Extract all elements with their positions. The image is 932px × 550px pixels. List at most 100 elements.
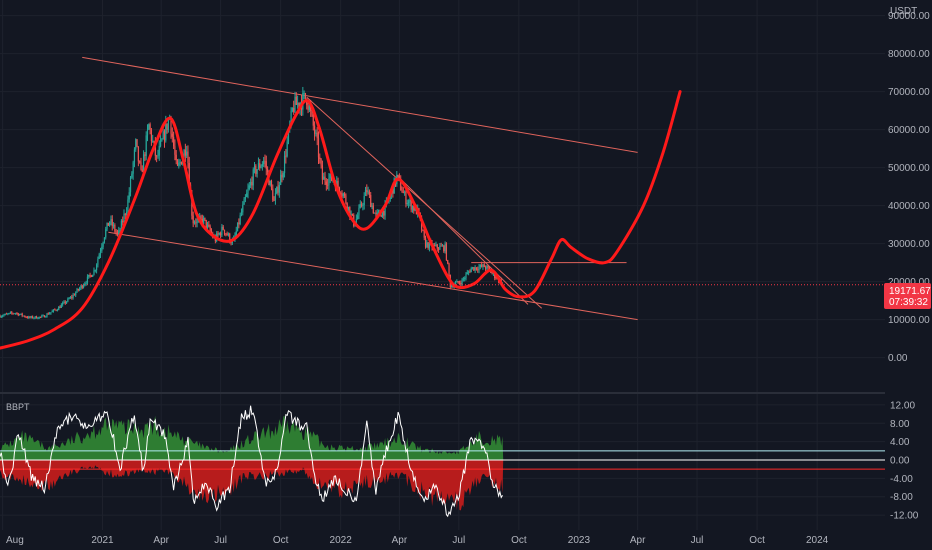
candle-body: [153, 140, 155, 143]
candle-body: [283, 155, 286, 174]
candle-body: [94, 270, 96, 271]
candle-body: [263, 160, 265, 165]
time-tick-label: 2024: [806, 535, 829, 546]
candle-body: [115, 231, 117, 233]
candle-body: [410, 199, 412, 210]
candle-body: [295, 96, 297, 105]
candle-body: [461, 279, 463, 285]
candle-body: [86, 276, 89, 283]
candle-body: [380, 215, 382, 217]
candle-body: [342, 193, 344, 196]
candle-body: [135, 139, 137, 150]
candle-body: [439, 245, 441, 250]
candle-body: [37, 318, 39, 320]
candle-body: [110, 219, 112, 222]
candle-body: [235, 231, 237, 236]
last-price-value: 19171.67: [889, 286, 931, 297]
candle-body: [456, 281, 458, 283]
candle-body: [308, 106, 310, 110]
candle-body: [9, 312, 12, 314]
candle-body: [304, 92, 307, 99]
trendline: [82, 56, 638, 153]
candle-body: [434, 245, 436, 246]
price-tick-label: 80000.00: [888, 49, 930, 60]
price-pane[interactable]: [0, 56, 885, 350]
candle-body: [460, 283, 462, 285]
indicator-title[interactable]: BBPT: [6, 402, 30, 412]
indicator-pane[interactable]: BBPT: [0, 402, 885, 518]
candle-body: [409, 199, 411, 202]
candle-body: [107, 222, 109, 226]
candle-body: [246, 193, 248, 197]
candle-body: [251, 181, 253, 186]
candle-body: [347, 206, 350, 211]
candle-body: [349, 206, 351, 217]
candle-body: [478, 266, 480, 271]
candle-body: [290, 110, 292, 124]
candle-body: [81, 285, 83, 288]
candle-body: [323, 176, 325, 180]
candle-body: [293, 108, 295, 112]
candle-body: [229, 233, 231, 242]
indicator-tick-label: 0.00: [890, 456, 910, 467]
candle-body: [427, 242, 429, 249]
currency-label: USDT: [890, 6, 917, 17]
candle-body: [175, 154, 177, 161]
candle-body: [195, 222, 197, 224]
price-tick-label: 90000.00: [888, 11, 930, 22]
candle-body: [139, 161, 141, 163]
candle-body: [444, 243, 446, 252]
candle-body: [184, 149, 186, 156]
candle-body: [397, 174, 399, 176]
candle-body: [422, 229, 424, 231]
candle-body: [270, 180, 273, 189]
candle-body: [471, 267, 474, 269]
candle-body: [24, 315, 26, 317]
candle-body: [105, 229, 107, 238]
candle-body: [17, 313, 19, 316]
candle-body: [145, 135, 147, 156]
candle-body: [435, 244, 437, 246]
candle-body: [377, 211, 380, 213]
indicator-tick-label: 12.00: [890, 400, 915, 411]
candle-body: [236, 222, 239, 232]
candle-body: [92, 274, 94, 277]
candle-body: [120, 220, 122, 231]
candle-body: [445, 243, 448, 261]
time-axis[interactable]: Aug 2021 Apr Jul Oct 2022 Apr Jul Oct 2023 Apr Jul O…: [6, 535, 829, 546]
candle-body: [42, 315, 44, 317]
candle-body: [411, 205, 414, 210]
candle-body: [49, 313, 51, 315]
candle-body: [165, 123, 167, 141]
candle-body: [491, 273, 493, 274]
indicator-axis[interactable]: 12.00 8.00 4.00 0.00 -4.00 -8.00 -12.00: [890, 400, 919, 521]
candle-body: [264, 160, 266, 162]
candle-body: [252, 169, 254, 186]
candle-body: [209, 226, 211, 232]
candle-body: [178, 163, 180, 166]
candle-body: [3, 314, 5, 316]
candle-body: [171, 133, 173, 137]
candle-body: [148, 124, 150, 130]
candle-body: [75, 292, 77, 296]
candle-body: [25, 316, 27, 318]
candle-body: [112, 225, 115, 227]
candle-body: [150, 129, 153, 142]
candle-body: [468, 271, 470, 273]
oscillator-line: [0, 405, 503, 518]
candle-body: [230, 241, 232, 244]
price-axis[interactable]: USDT 90000.00 80000.00 70000.00 60000.00 500…: [888, 6, 930, 364]
candle-body: [129, 177, 132, 193]
candle-body: [5, 313, 8, 315]
candle-body: [368, 191, 371, 196]
candle-body: [487, 266, 489, 268]
candle-body: [315, 132, 317, 134]
candle-body: [33, 317, 35, 319]
candle-body: [76, 289, 78, 293]
candle-body: [162, 131, 164, 140]
candle-body: [32, 316, 34, 319]
candle-body: [226, 233, 228, 236]
candle-body: [338, 187, 340, 193]
candle-body: [276, 186, 278, 194]
candle-body: [366, 189, 368, 193]
